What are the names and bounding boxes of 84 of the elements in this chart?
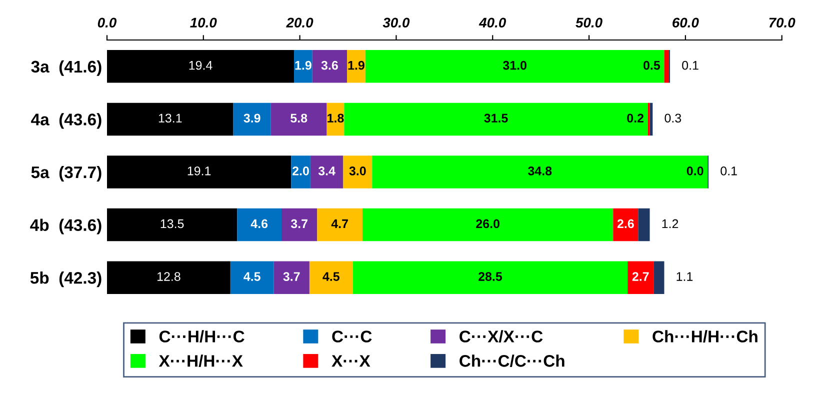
x-tick-label: 30.0 [382,18,410,28]
data-label: 1.9 [295,60,312,70]
data-label: 3.9 [244,114,260,123]
data-label: 4.5 [322,272,340,281]
bar [664,50,670,83]
data-label: 28.5 [478,272,502,281]
bar [347,50,366,83]
bar [310,156,344,188]
data-label: 3.7 [283,272,300,281]
legend-label: Ch···H/H···Ch [652,330,758,343]
bar [281,208,318,242]
x-tick-label: 70.0 [769,18,796,28]
bar [270,102,327,136]
bar [312,50,348,83]
y-tick-label: 5b (42.3) [30,272,102,288]
data-label: 3.0 [349,166,366,176]
data-label: 0.3 [664,114,682,123]
bar [237,208,282,242]
data-label: 4.7 [331,219,348,228]
data-label: 31.5 [484,114,508,123]
bar [233,102,271,136]
bar [613,208,638,242]
legend-label: C···C [332,330,372,342]
data-label: 2.7 [632,272,649,281]
bar [106,208,238,242]
bar [344,102,648,136]
data-label: 0.0 [686,166,704,176]
legend-label: X···H/H···X [158,354,243,368]
data-label: 1.2 [662,219,678,228]
bar [638,208,650,242]
data-label: 31.0 [502,60,526,70]
bar [372,156,708,188]
data-label: 13.1 [158,114,182,123]
x-tick-label: 10.0 [190,18,217,28]
data-label: 0.5 [643,60,660,70]
data-label: 3.7 [290,219,308,228]
bar [343,156,372,188]
data-label: 19.1 [188,166,211,176]
data-label: 2.0 [292,166,309,176]
data-label: 34.8 [528,166,552,176]
legend-label: Ch···C/C···Ch [460,354,564,368]
bar [106,156,292,188]
bar [654,261,664,294]
data-label: 3.4 [318,166,336,176]
data-label: 0.2 [627,114,644,123]
legend-label: C···X/X···C [460,330,543,343]
data-label: 1.1 [676,272,693,281]
data-label: 1.8 [328,114,344,123]
bar [352,261,628,294]
bar [628,261,654,294]
legend-label: X···X [332,355,370,367]
bar [106,50,294,83]
data-label: 4.6 [250,219,268,228]
y-tick-label: 4a (43.6) [31,113,102,129]
x-tick-label: 50.0 [576,18,602,28]
data-label: 13.5 [160,219,184,228]
data-label: 0.1 [682,60,698,70]
bar [291,156,310,188]
data-label: 19.4 [189,60,212,70]
data-label: 4.5 [244,272,260,281]
bar [106,261,230,294]
data-label: 26.0 [476,219,500,228]
x-tick-label: 60.0 [672,18,699,28]
x-tick-label: 40.0 [478,18,506,28]
y-tick-label: 5a (37.7) [31,166,102,182]
legend-label: C···H/H···C [159,330,244,343]
x-tick-label: 0.0 [98,18,117,28]
data-label: 5.8 [290,114,308,123]
data-label: 2.6 [617,219,634,228]
data-label: 0.1 [720,166,737,176]
data-label: 1.9 [348,60,364,70]
bar [365,50,664,83]
bar [106,102,234,136]
data-label: 3.6 [321,60,338,70]
x-tick-label: 20.0 [286,18,314,28]
bar [294,50,312,83]
data-label: 12.8 [157,272,180,281]
bar [274,261,310,294]
y-tick-label: 3a (41.6) [31,60,102,76]
bar [230,261,274,294]
bar [362,208,614,242]
bar [309,261,353,294]
y-tick-label: 4b (43.6) [30,218,102,234]
bar [317,208,362,242]
